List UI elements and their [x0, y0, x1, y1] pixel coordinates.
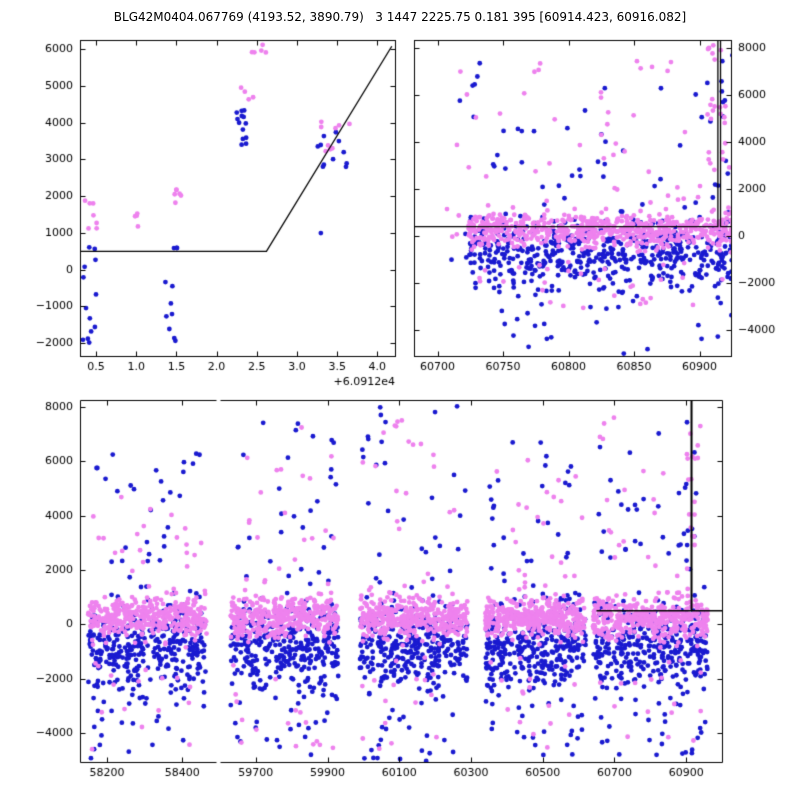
- figure-title: BLG42M0404.067769 (4193.52, 3890.79) 3 1…: [113, 10, 687, 24]
